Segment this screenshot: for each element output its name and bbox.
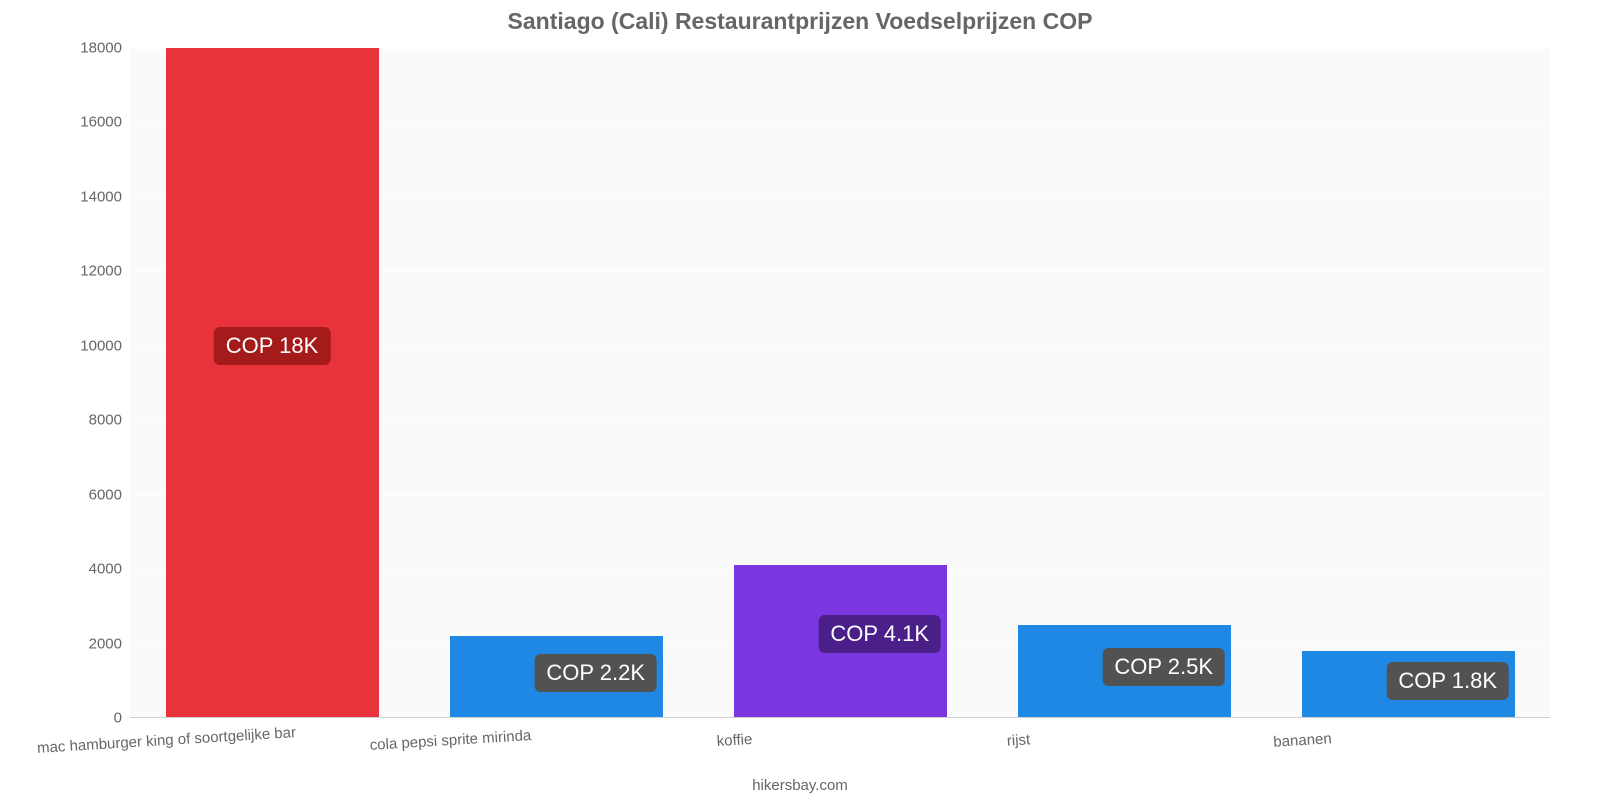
y-tick-label: 4000 (2, 561, 122, 578)
bar-value-badge: COP 2.5K (1102, 648, 1225, 686)
y-tick-label: 2000 (2, 635, 122, 652)
chart-container: Santiago (Cali) Restaurantprijzen Voedse… (0, 0, 1600, 800)
attribution-text: hikersbay.com (0, 777, 1600, 794)
x-axis-labels: mac hamburger king of soortgelijke barco… (130, 718, 1550, 768)
bar-value-badge: COP 2.2K (534, 654, 657, 692)
bar-value-badge: COP 18K (214, 327, 331, 365)
y-tick-label: 18000 (2, 40, 122, 57)
y-tick-label: 14000 (2, 188, 122, 205)
bar-value-badge: COP 1.8K (1386, 662, 1509, 700)
y-tick-label: 10000 (2, 337, 122, 354)
y-tick-label: 0 (2, 710, 122, 727)
chart-title: Santiago (Cali) Restaurantprijzen Voedse… (0, 0, 1600, 35)
bar (166, 48, 379, 718)
y-tick-label: 6000 (2, 486, 122, 503)
y-tick-label: 8000 (2, 412, 122, 429)
x-tick-label: bananen (1272, 730, 1331, 751)
y-axis: 0200040006000800010000120001400016000180… (0, 48, 130, 718)
x-tick-label: cola pepsi sprite mirinda (369, 727, 531, 754)
plot-area: COP 18K COP 2.2K COP 4.1K COP 2.5K COP 1.8K (130, 48, 1550, 718)
y-tick-label: 12000 (2, 263, 122, 280)
bar-value-badge: COP 4.1K (818, 615, 941, 653)
x-tick-label: mac hamburger king of soortgelijke bar (36, 724, 296, 757)
y-tick-label: 16000 (2, 114, 122, 131)
x-tick-label: koffie (716, 731, 753, 750)
x-tick-label: rijst (1006, 731, 1030, 749)
bars-group: COP 18K COP 2.2K COP 4.1K COP 2.5K COP 1.8K (130, 48, 1550, 718)
